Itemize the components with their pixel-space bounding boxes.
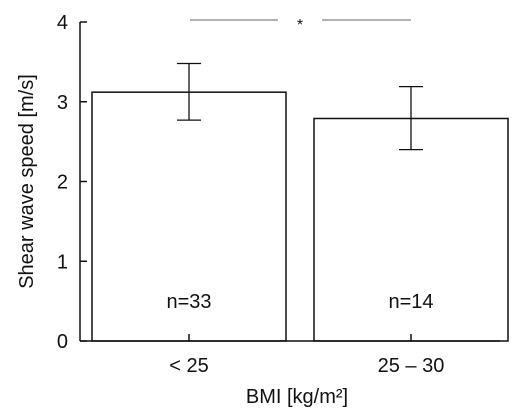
x-axis-label: BMI [kg/m²] (246, 386, 348, 408)
error-bars (177, 62, 423, 151)
sample-size-label: n=14 (388, 291, 433, 313)
x-axis-ticks: < 25 25 – 30 (169, 334, 444, 377)
y-tick-label: 1 (57, 251, 68, 273)
y-tick-label: 2 (57, 172, 68, 194)
sample-size-label: n=33 (166, 291, 211, 313)
bar (91, 91, 287, 342)
y-tick-label: 4 (57, 12, 68, 34)
sample-size-labels: n=33 n=14 (166, 291, 433, 313)
x-tick-label: 25 – 30 (378, 355, 445, 377)
x-tick-label: < 25 (169, 355, 208, 377)
y-axis-label: Shear wave speed [m/s] (16, 74, 38, 289)
y-axis-ticks: 0 1 2 3 4 (57, 12, 87, 353)
y-tick-label: 0 (57, 331, 68, 353)
significance-marker: * (297, 17, 303, 34)
y-tick-label: 3 (57, 92, 68, 114)
bars (91, 91, 509, 342)
